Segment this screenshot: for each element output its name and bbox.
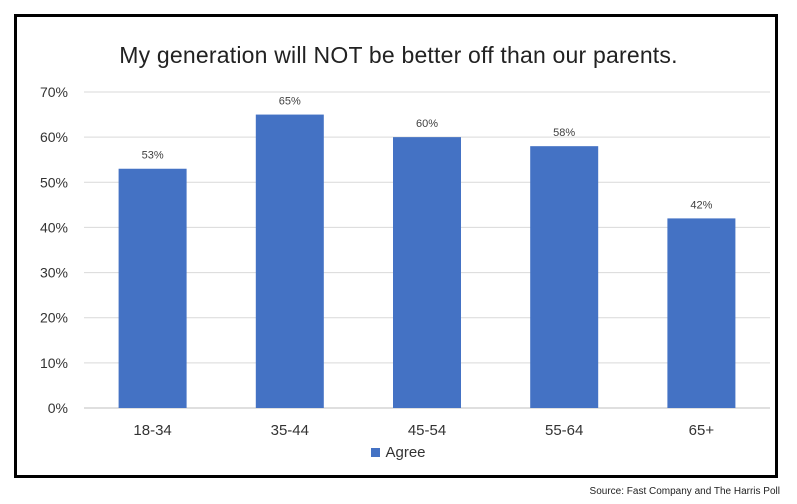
y-tick-label: 50% (40, 174, 68, 190)
data-label: 65% (279, 96, 301, 108)
legend: Agree (0, 444, 797, 461)
y-tick-label: 40% (40, 219, 68, 235)
data-label: 60% (416, 118, 438, 130)
bar-45-54 (393, 137, 461, 408)
y-tick-label: 0% (48, 400, 68, 416)
x-tick-label: 35-44 (271, 422, 309, 439)
y-tick-label: 30% (40, 265, 68, 281)
y-tick-label: 60% (40, 129, 68, 145)
x-tick-label: 65+ (689, 422, 715, 439)
data-label: 42% (690, 199, 712, 211)
legend-swatch-agree (371, 448, 381, 457)
x-tick-label: 18-34 (133, 422, 171, 439)
data-label: 53% (142, 150, 164, 162)
chart-title: My generation will NOT be better off tha… (119, 42, 678, 68)
legend-label-agree: Agree (385, 444, 426, 461)
y-tick-label: 10% (40, 355, 68, 371)
y-tick-label: 70% (40, 84, 68, 100)
bar-55-64 (530, 146, 599, 408)
bar-65+ (667, 218, 736, 408)
data-label: 58% (553, 127, 575, 139)
bar-18-34 (118, 168, 187, 408)
source-note: Source: Fast Company and The Harris Poll (589, 486, 780, 497)
x-tick-label: 55-64 (545, 422, 583, 439)
y-tick-label: 20% (40, 310, 68, 326)
bar-35-44 (255, 114, 324, 409)
x-tick-label: 45-54 (408, 422, 446, 439)
